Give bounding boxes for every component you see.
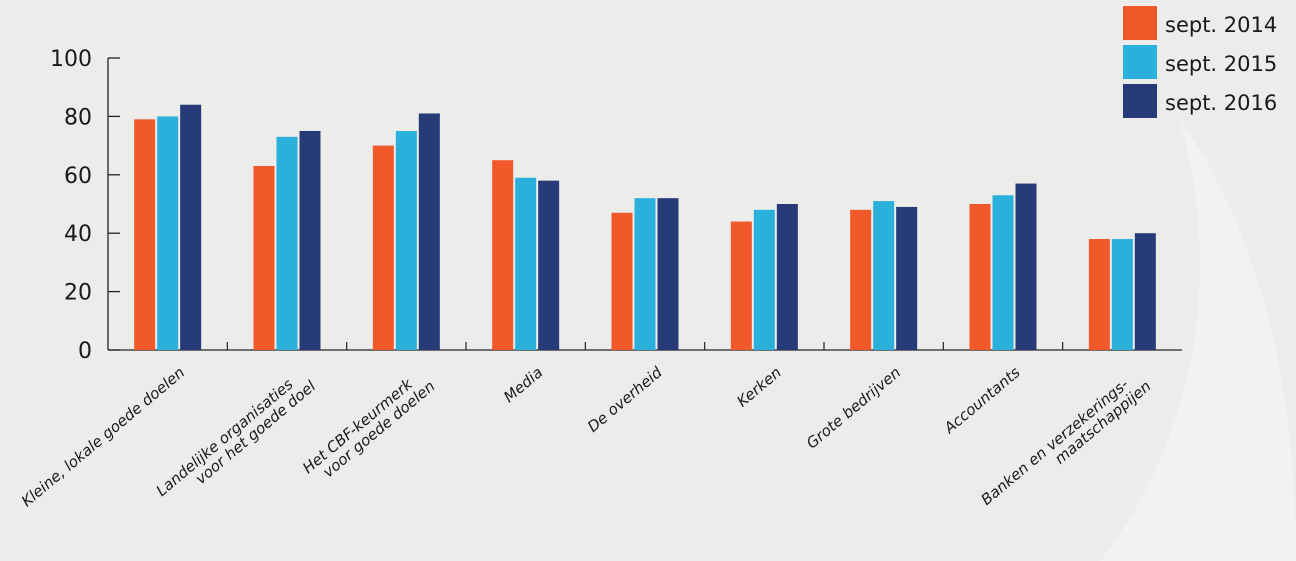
background-decoration <box>1100 120 1296 561</box>
bar <box>253 166 275 350</box>
bar <box>730 221 752 350</box>
bar <box>395 131 417 350</box>
bar <box>1088 239 1110 350</box>
legend-label: sept. 2014 <box>1165 13 1277 37</box>
y-tick-label: 40 <box>64 222 92 247</box>
legend: sept. 2014 sept. 2015 sept. 2016 <box>1123 6 1277 118</box>
bar <box>850 209 872 350</box>
legend-swatch <box>1123 45 1157 79</box>
bar <box>992 195 1014 350</box>
bar <box>1111 239 1133 350</box>
x-tick-label-line: voor het goede doel <box>192 377 320 488</box>
legend-swatch <box>1123 6 1157 40</box>
x-tick-label-line: Kerken <box>733 363 785 410</box>
bar <box>1134 233 1156 350</box>
y-tick-label: 20 <box>64 281 92 306</box>
legend-label: sept. 2015 <box>1165 52 1277 76</box>
x-tick-label-line: voor goede doelen <box>319 377 438 481</box>
bars <box>134 104 1156 351</box>
bar <box>1015 183 1037 350</box>
x-tick-label-line: Media <box>500 363 546 406</box>
bar <box>753 209 775 350</box>
x-tick-label: Media <box>500 363 546 406</box>
x-tick-label-line: De overheid <box>584 363 666 436</box>
bar <box>134 119 156 350</box>
x-tick-label: Accountants <box>940 363 1024 437</box>
y-tick-label: 60 <box>64 164 92 189</box>
bar <box>157 116 179 351</box>
y-tick-label: 100 <box>50 47 92 72</box>
bar <box>776 204 798 350</box>
bar <box>515 177 537 350</box>
bar <box>634 198 656 350</box>
x-tick-label: De overheid <box>584 363 666 436</box>
x-tick-label-line: Accountants <box>940 363 1024 437</box>
bar <box>418 113 440 350</box>
y-axis-ticks: 0 20 40 60 80 100 <box>50 47 120 364</box>
y-tick-label: 80 <box>64 105 92 130</box>
legend-label: sept. 2016 <box>1165 91 1277 115</box>
bar <box>372 145 394 350</box>
bar <box>611 212 633 350</box>
bar <box>873 201 895 350</box>
legend-swatch <box>1123 84 1157 118</box>
bar <box>538 180 560 350</box>
x-tick-label-line: Grote bedrijven <box>803 363 904 452</box>
x-tick-label-line: Landelijke organisaties <box>153 375 297 500</box>
bar <box>969 204 991 350</box>
x-tick-label: Grote bedrijven <box>803 363 904 452</box>
bar <box>299 131 321 350</box>
bar <box>180 104 202 350</box>
x-tick-label: Kerken <box>733 363 785 410</box>
bar <box>896 206 918 350</box>
bar <box>657 198 679 350</box>
y-tick-label: 0 <box>78 339 92 364</box>
bar <box>492 160 514 350</box>
bar <box>276 136 298 350</box>
